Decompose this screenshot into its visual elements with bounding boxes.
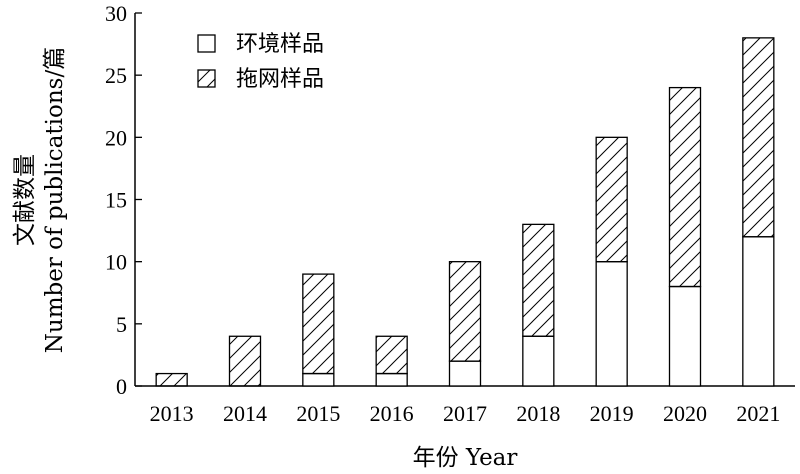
bar-hatched [375, 335, 408, 375]
x-tick-label: 2020 [663, 401, 707, 426]
bar-hatched [522, 223, 555, 337]
x-tick-label: 2016 [370, 401, 414, 426]
y-axis-title-en: Number of publications/篇 [42, 47, 68, 353]
bar-hatched [448, 261, 482, 362]
legend-label-hatched: 拖网样品 [236, 67, 324, 92]
bar-hatched [155, 372, 188, 387]
x-tick-label: 2015 [296, 401, 340, 426]
x-tick-label: 2019 [590, 401, 634, 426]
y-tick-label: 10 [105, 250, 127, 275]
bar-hatched [742, 37, 775, 238]
bar-plain [375, 372, 408, 387]
y-tick-label: 30 [105, 1, 127, 26]
y-tick-label: 0 [116, 374, 127, 399]
bar-plain [302, 372, 335, 387]
bar-plain [522, 335, 555, 387]
legend-label-plain: 环境样品 [236, 32, 324, 57]
x-axis-title: 年份 Year [413, 445, 518, 471]
x-ticks: 2013 2014 2015 2016 2017 2018 2019 2020 2021 [150, 401, 781, 426]
x-tick-label: 2021 [736, 401, 780, 426]
x-tick-label: 2013 [150, 401, 194, 426]
bar-plain [668, 285, 702, 387]
bar-plain [448, 360, 482, 387]
x-tick-label: 2018 [516, 401, 560, 426]
y-axis-title-cn: 文献数量 [12, 154, 38, 246]
x-tick-label: 2017 [443, 401, 487, 426]
legend-swatch-plain [197, 34, 216, 53]
bar-hatched [668, 86, 702, 288]
bars [155, 37, 775, 387]
y-tick-label: 15 [105, 188, 127, 213]
x-tick-label: 2014 [223, 401, 267, 426]
y-tick-label: 25 [105, 63, 127, 88]
legend-swatch-hatched [197, 69, 216, 88]
bar-hatched [302, 273, 335, 375]
bar-hatched [595, 136, 628, 263]
bar-plain [595, 261, 628, 387]
bar-plain [742, 236, 775, 387]
y-ticks: 0 5 10 15 20 25 30 [105, 1, 142, 399]
legend: 环境样品 拖网样品 [197, 32, 324, 92]
y-tick-label: 5 [116, 312, 127, 337]
bar-hatched [228, 335, 262, 387]
y-tick-label: 20 [105, 125, 127, 150]
